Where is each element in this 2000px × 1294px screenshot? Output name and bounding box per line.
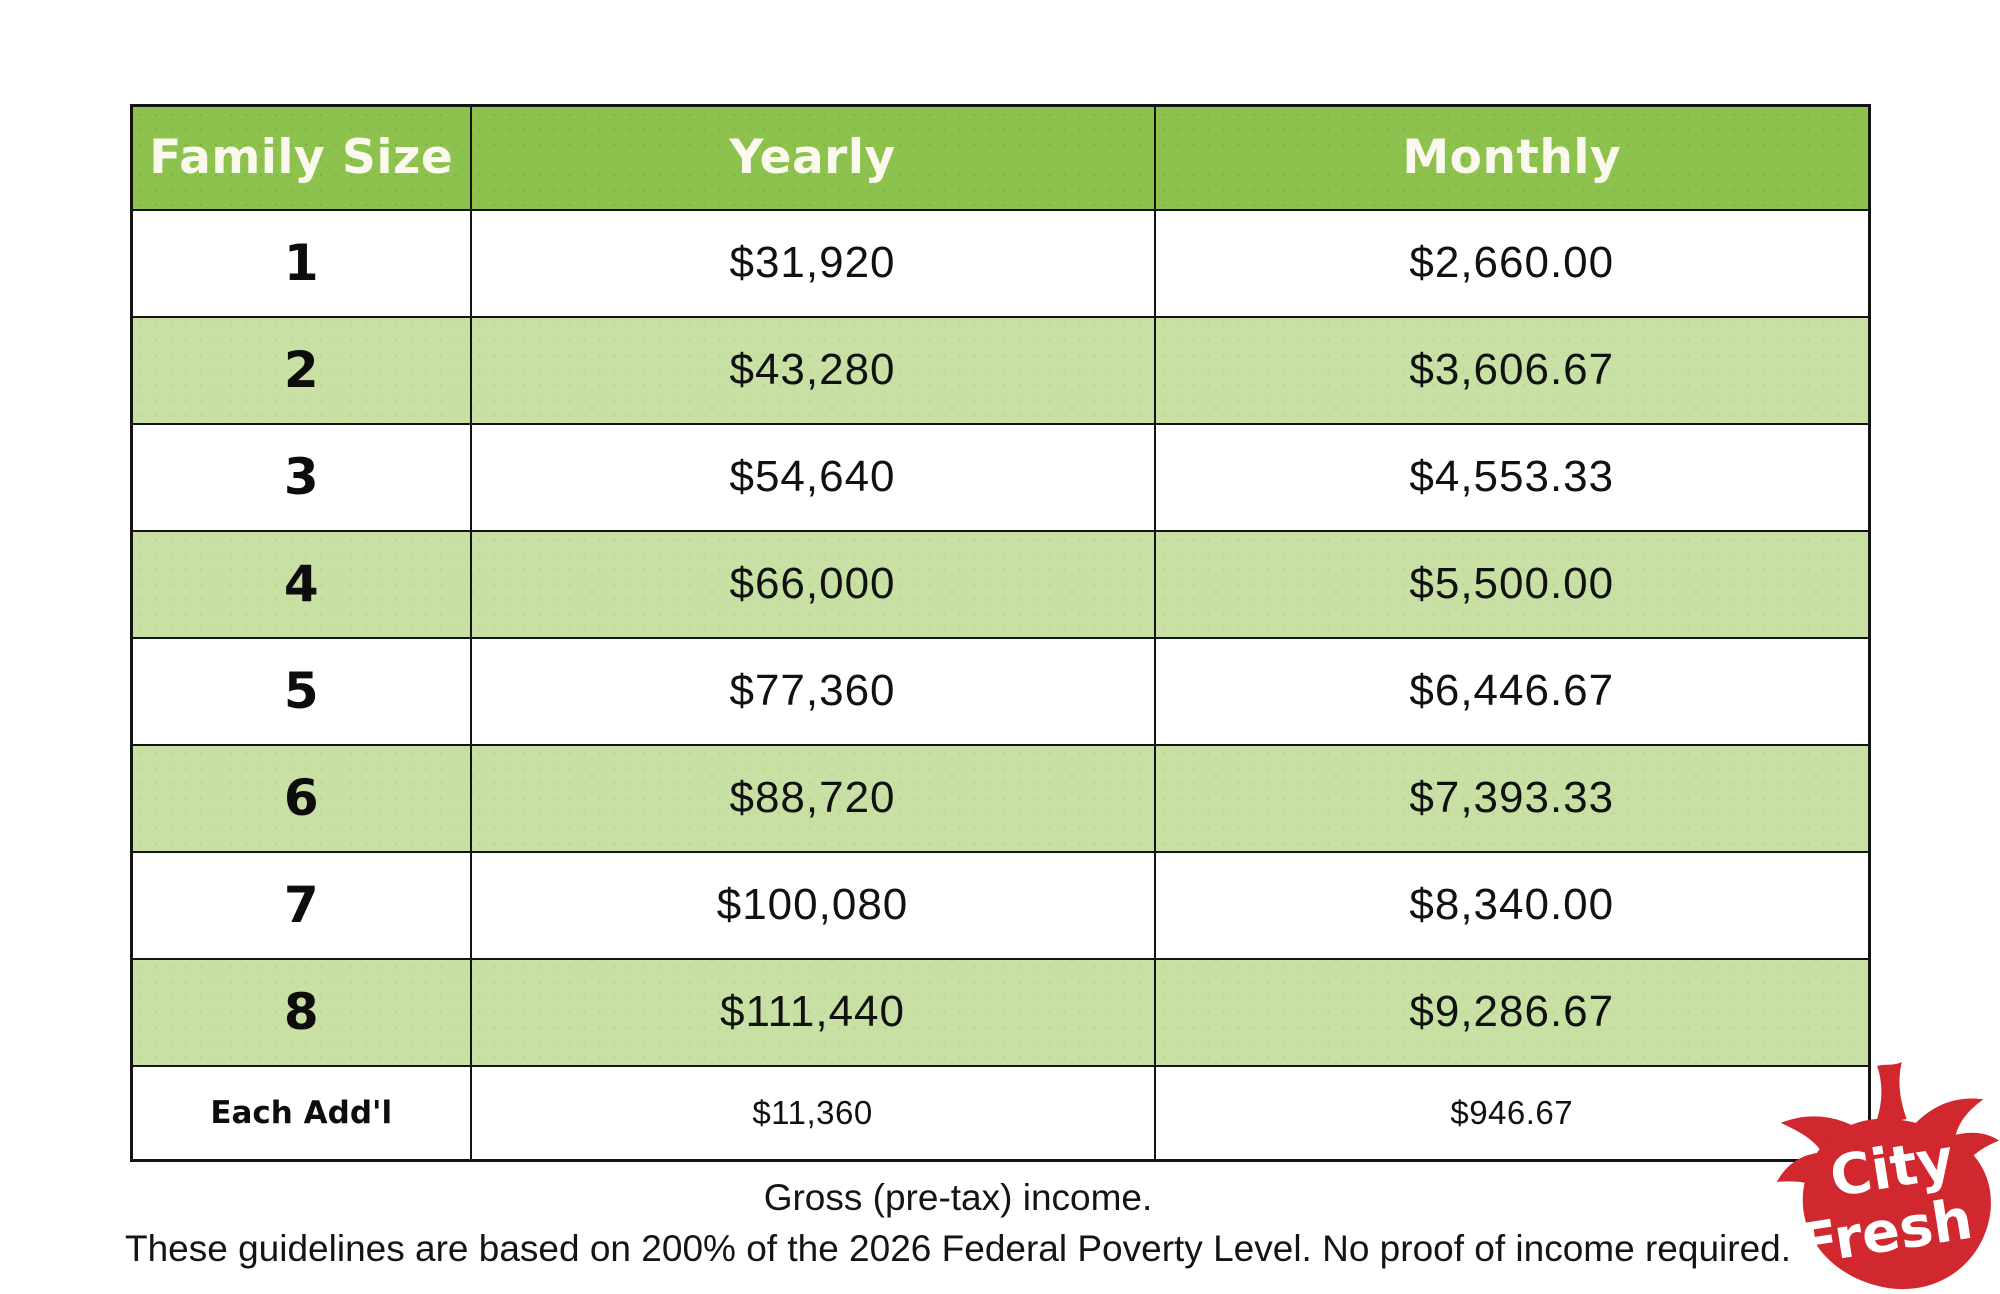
family-size-cell: 1 bbox=[130, 208, 472, 318]
logo-stem bbox=[1875, 1061, 1907, 1125]
family-size-cell: Each Add'l bbox=[130, 1064, 472, 1162]
cityfresh-logo: City Fresh bbox=[1772, 1058, 2000, 1294]
family-size-cell: 6 bbox=[130, 743, 472, 853]
logo-body bbox=[1802, 1118, 1991, 1290]
monthly-cell: $7,393.33 bbox=[1153, 743, 1871, 853]
monthly-cell: $8,340.00 bbox=[1153, 850, 1871, 960]
table-row: 2 $43,280 $3,606.67 bbox=[130, 315, 1871, 425]
footnotes: Gross (pre-tax) income. These guidelines… bbox=[0, 1172, 1916, 1274]
note-gross-income: Gross (pre-tax) income. bbox=[763, 1177, 1153, 1218]
table-row-each-additional: Each Add'l $11,360 $946.67 bbox=[130, 1064, 1871, 1162]
table-row: 6 $88,720 $7,393.33 bbox=[130, 743, 1871, 853]
monthly-cell: $2,660.00 bbox=[1153, 208, 1871, 318]
monthly-cell: $6,446.67 bbox=[1153, 636, 1871, 746]
monthly-cell: $3,606.67 bbox=[1153, 315, 1871, 425]
note-guidelines: These guidelines are based on 200% of th… bbox=[124, 1228, 1792, 1270]
table-header-row: Family Size Yearly Monthly bbox=[130, 104, 1871, 211]
family-size-cell: 7 bbox=[130, 850, 472, 960]
monthly-cell: $9,286.67 bbox=[1153, 957, 1871, 1067]
logo-leaf-right bbox=[1910, 1098, 2000, 1173]
yearly-cell: $11,360 bbox=[469, 1064, 1156, 1162]
col-header-family-size: Family Size bbox=[130, 104, 472, 211]
yearly-cell: $111,440 bbox=[469, 957, 1156, 1067]
col-header-monthly: Monthly bbox=[1153, 104, 1871, 211]
income-guidelines-table: Family Size Yearly Monthly 1 $31,920 $2,… bbox=[130, 104, 1871, 1162]
family-size-cell: 3 bbox=[130, 422, 472, 532]
yearly-cell: $100,080 bbox=[469, 850, 1156, 960]
yearly-cell: $88,720 bbox=[469, 743, 1156, 853]
col-header-yearly: Yearly bbox=[469, 104, 1156, 211]
table-row: 3 $54,640 $4,553.33 bbox=[130, 422, 1871, 532]
yearly-cell: $31,920 bbox=[469, 208, 1156, 318]
table-row: 8 $111,440 $9,286.67 bbox=[130, 957, 1871, 1067]
table-row: 4 $66,000 $5,500.00 bbox=[130, 529, 1871, 639]
family-size-cell: 8 bbox=[130, 957, 472, 1067]
table-row: 7 $100,080 $8,340.00 bbox=[130, 850, 1871, 960]
table-row: 1 $31,920 $2,660.00 bbox=[130, 208, 1871, 318]
table-row: 5 $77,360 $6,446.67 bbox=[130, 636, 1871, 746]
family-size-cell: 4 bbox=[130, 529, 472, 639]
yearly-cell: $54,640 bbox=[469, 422, 1156, 532]
monthly-cell: $5,500.00 bbox=[1153, 529, 1871, 639]
yearly-cell: $66,000 bbox=[469, 529, 1156, 639]
monthly-cell: $4,553.33 bbox=[1153, 422, 1871, 532]
yearly-cell: $43,280 bbox=[469, 315, 1156, 425]
monthly-cell: $946.67 bbox=[1153, 1064, 1871, 1162]
family-size-cell: 5 bbox=[130, 636, 472, 746]
yearly-cell: $77,360 bbox=[469, 636, 1156, 746]
family-size-cell: 2 bbox=[130, 315, 472, 425]
